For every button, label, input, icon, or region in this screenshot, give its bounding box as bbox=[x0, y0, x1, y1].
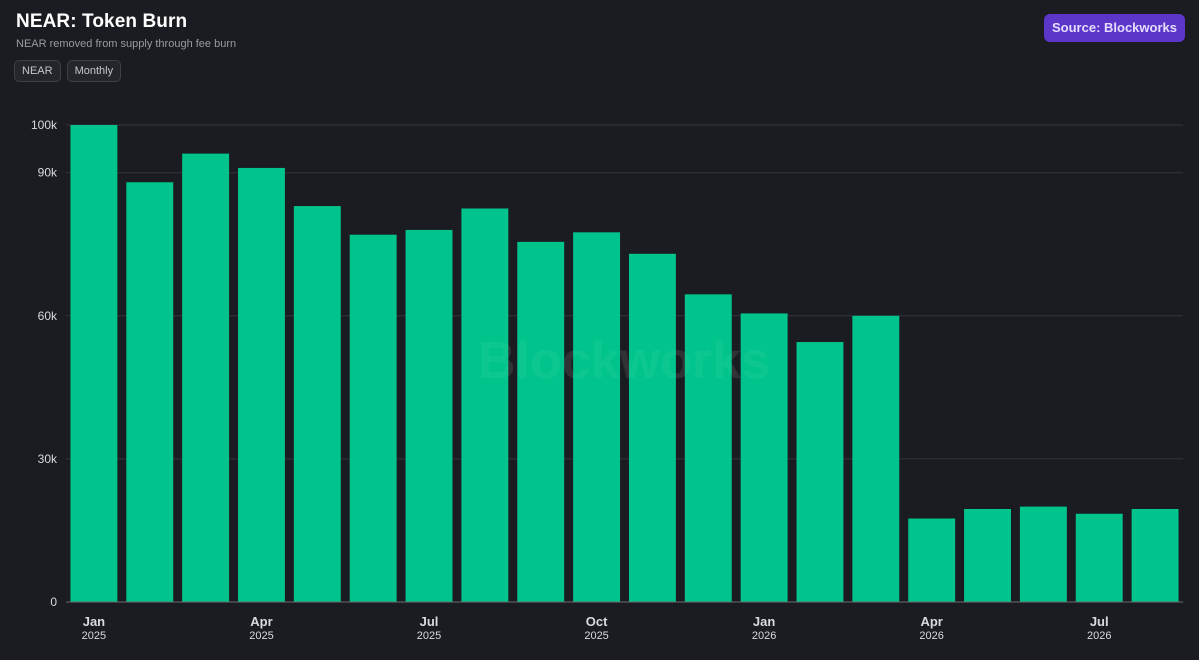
bar bbox=[461, 208, 509, 602]
bar bbox=[628, 253, 676, 603]
bar bbox=[238, 167, 285, 602]
x-tick-month: Oct bbox=[586, 614, 608, 629]
tag-frequency[interactable]: Monthly bbox=[66, 60, 122, 82]
bar bbox=[964, 508, 1011, 602]
y-tick-label: 30k bbox=[38, 452, 58, 466]
x-tick-year: 2025 bbox=[417, 630, 441, 642]
bar bbox=[1075, 513, 1123, 602]
x-tick-month: Apr bbox=[920, 614, 942, 629]
page-subtitle: NEAR removed from supply through fee bur… bbox=[16, 38, 237, 50]
bar bbox=[908, 518, 956, 602]
bar bbox=[740, 313, 788, 602]
x-tick-year: 2025 bbox=[82, 630, 106, 642]
x-tick-month: Jan bbox=[753, 614, 775, 629]
x-tick-year: 2025 bbox=[249, 630, 273, 642]
bar bbox=[684, 294, 732, 602]
watermark-overlay: Blockworks bbox=[478, 332, 770, 390]
y-tick-label: 60k bbox=[38, 309, 58, 323]
x-tick-month: Apr bbox=[250, 614, 272, 629]
x-tick-month: Jul bbox=[420, 614, 439, 629]
tag-list: NEAR Monthly bbox=[14, 60, 122, 82]
y-tick-label: 100k bbox=[31, 118, 58, 132]
x-tick-month: Jan bbox=[83, 614, 105, 629]
x-tick-month: Jul bbox=[1090, 614, 1109, 629]
tag-asset[interactable]: NEAR bbox=[14, 60, 61, 82]
y-tick-label: 0 bbox=[50, 595, 57, 609]
bar bbox=[796, 342, 844, 602]
source-badge[interactable]: Source: Blockworks bbox=[1044, 14, 1185, 42]
bar bbox=[70, 125, 118, 602]
bar bbox=[126, 182, 174, 603]
bar bbox=[293, 206, 341, 602]
bar bbox=[1131, 508, 1179, 602]
bar bbox=[1019, 506, 1067, 602]
x-tick-year: 2025 bbox=[584, 630, 608, 642]
bar bbox=[517, 241, 565, 603]
bar bbox=[573, 232, 621, 602]
x-tick-year: 2026 bbox=[1087, 630, 1111, 642]
bar bbox=[349, 234, 397, 602]
x-tick-year: 2026 bbox=[752, 630, 776, 642]
y-tick-label: 90k bbox=[38, 166, 58, 180]
bar bbox=[182, 153, 230, 602]
bar bbox=[405, 229, 453, 602]
bar bbox=[852, 315, 900, 602]
page-title: NEAR: Token Burn bbox=[16, 11, 188, 32]
x-tick-year: 2026 bbox=[919, 630, 943, 642]
